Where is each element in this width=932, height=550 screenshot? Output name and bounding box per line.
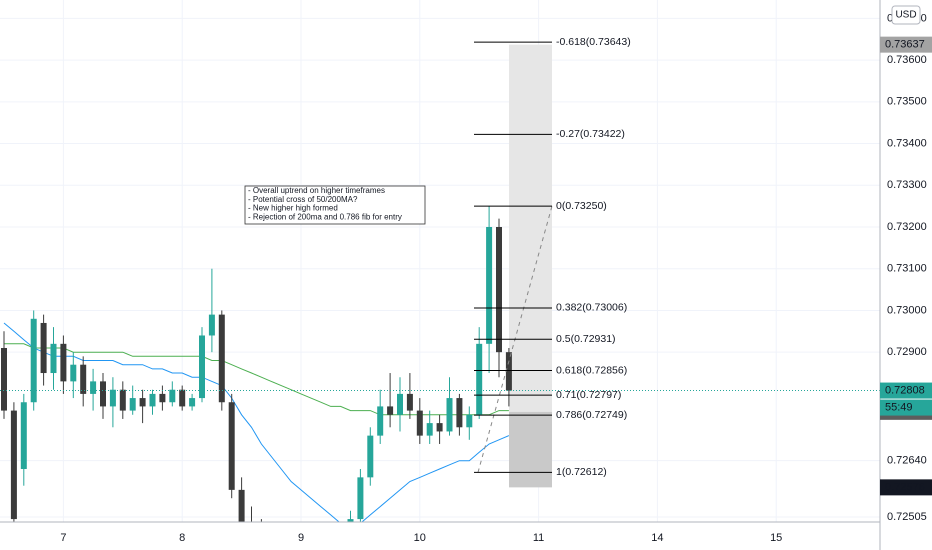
note-line: - Potential cross of 50/200MA?: [248, 195, 358, 204]
note: - Overall uptrend on higher timeframes- …: [244, 185, 426, 225]
candle-body: [446, 398, 453, 432]
fib-label: -0.27(0.73422): [556, 128, 625, 140]
currency-box: [891, 5, 921, 25]
candle-body: [1, 348, 7, 411]
price-tag: [880, 36, 932, 53]
position-target-zone: [509, 44, 552, 412]
candle-body: [486, 226, 493, 344]
candle-body: [357, 477, 364, 520]
candle-body: [426, 423, 433, 436]
candle-body: [496, 226, 502, 353]
price-tag-label: 0.72576: [885, 481, 925, 493]
candle-body: [367, 435, 374, 478]
x-tick-label: 8: [179, 532, 185, 544]
candle-body: [377, 406, 384, 436]
candle-body: [189, 398, 196, 407]
currency: USD: [895, 10, 916, 21]
candle-body: [80, 364, 87, 394]
countdown: 55:49: [885, 401, 913, 413]
candle-body: [179, 389, 186, 407]
candle-body: [208, 314, 215, 336]
price-tag: [880, 479, 932, 496]
moving-average: [3, 322, 510, 522]
note-line: - New higher high formed: [248, 204, 338, 213]
x-tick-label: 10: [414, 532, 426, 544]
y-tick-label: 0.73400: [887, 137, 927, 149]
candle-body: [406, 393, 413, 411]
y-tick-label: 0.72900: [887, 346, 927, 358]
note-box: [244, 185, 426, 225]
x-tick-label: 9: [298, 532, 304, 544]
y-tick-label: 0.73300: [887, 179, 927, 191]
y-tick-label: 0.73200: [887, 221, 927, 233]
candle-body: [476, 343, 483, 415]
candle-body: [30, 318, 37, 403]
candle-body: [119, 389, 126, 411]
fib-label: 0(0.73250): [556, 200, 607, 212]
candle-body: [60, 343, 67, 382]
note-line: - Rejection of 200ma and 0.786 fib for e…: [248, 213, 402, 222]
y-tick-label: 0.73000: [887, 304, 927, 316]
fib-label: -0.618(0.73643): [556, 36, 631, 48]
note-line: - Overall uptrend on higher timeframes: [248, 186, 385, 195]
candle-body: [20, 402, 27, 470]
candle-body: [149, 393, 156, 407]
countdown-tag: [880, 399, 932, 416]
candle-body: [199, 335, 205, 399]
candle-body: [169, 389, 176, 403]
candle-body: [416, 410, 423, 436]
candle-body: [100, 381, 106, 407]
plot-area: -0.618(0.73643) -0.27(0.73422) 0(0.73250) 0…: [0, 36, 880, 522]
candle-body: [228, 402, 235, 490]
candle-body: [387, 406, 394, 415]
fib-label: 0.618(0.72856): [556, 364, 627, 376]
candle-body: [40, 322, 47, 374]
candle-body: [159, 393, 166, 403]
candle-body: [436, 423, 443, 432]
candle-body: [10, 410, 17, 520]
candle-body: [70, 364, 77, 382]
x-tick-label: 7: [60, 532, 66, 544]
candle-body: [397, 393, 403, 415]
x-tick-label: 14: [651, 532, 663, 544]
axis: 0.737000.736000.735000.734000.733000.732…: [60, 5, 932, 544]
x-tick-label: 15: [770, 532, 782, 544]
price-tag-label: 0.73637: [885, 39, 925, 51]
y-tick-label: 0.73500: [887, 96, 927, 108]
fib-label: 0.382(0.73006): [556, 302, 627, 314]
y-tick-label: 0.73600: [887, 54, 927, 66]
fib-label: 1(0.72612): [556, 466, 607, 478]
candle-body: [456, 398, 463, 428]
y-tick-label: 0.72640: [887, 455, 927, 467]
price-tag: [880, 382, 932, 399]
candle-body: [109, 389, 116, 407]
moving-average: [4, 343, 509, 416]
candle-body: [347, 519, 354, 522]
position-stop-zone: [509, 411, 552, 488]
y-tick-label: 0.73100: [887, 263, 927, 275]
fib-label: 0.5(0.72931): [556, 333, 616, 345]
y-tick-label: 0.72505: [887, 511, 927, 523]
candle-body: [139, 398, 146, 407]
candle-body: [50, 343, 57, 374]
x-tick-label: 11: [533, 532, 544, 544]
candle-body: [466, 414, 473, 428]
fib-label: 0.786(0.72749): [556, 409, 627, 421]
fib-label: 0.71(0.72797): [556, 389, 621, 401]
candle-body: [90, 381, 97, 394]
candle-body: [505, 352, 512, 391]
candle-body: [129, 398, 136, 411]
price-tag-label: 0.72808: [885, 384, 925, 396]
grid: [0, 0, 880, 522]
candle-body: [218, 314, 225, 403]
candle-body: [238, 489, 245, 522]
